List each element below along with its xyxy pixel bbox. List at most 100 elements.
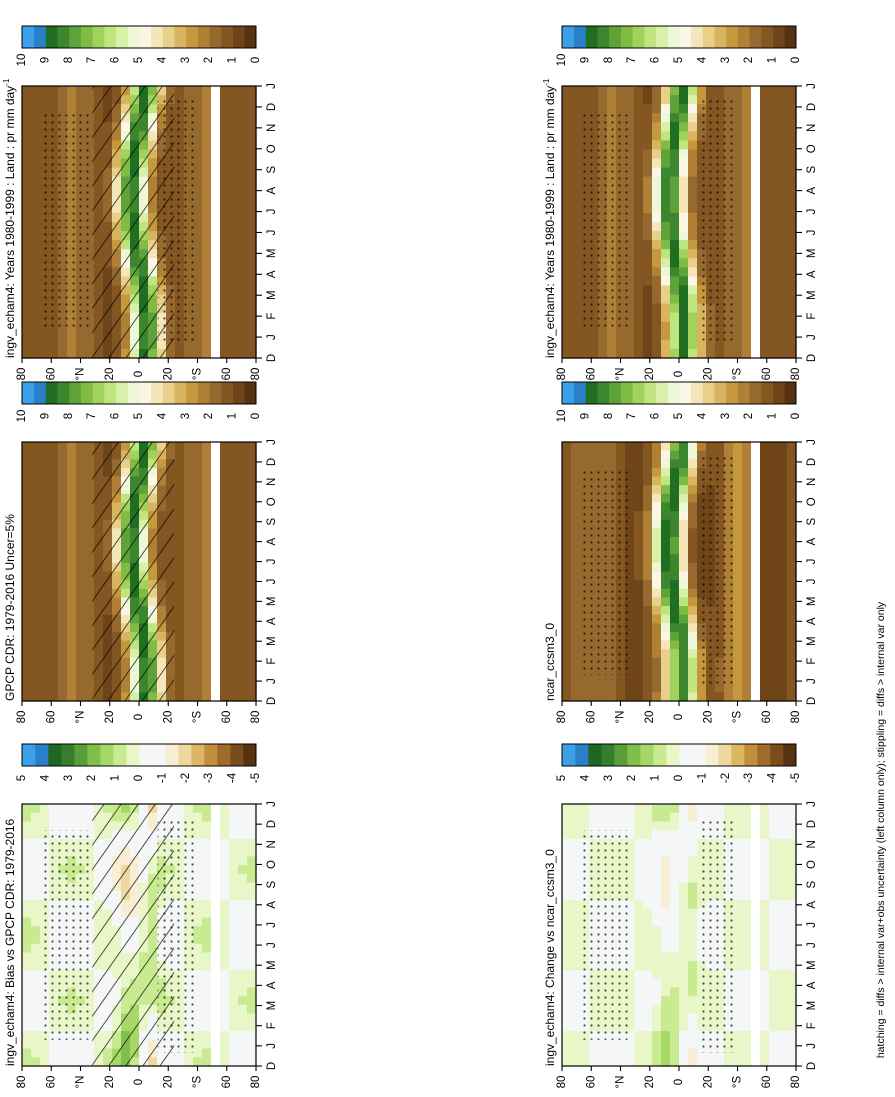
heatmap-cell (571, 882, 581, 892)
y-tick-label: 0 (673, 371, 685, 377)
heatmap-cell (202, 276, 212, 287)
heatmap-cell (670, 536, 680, 547)
heatmap-cell (571, 597, 581, 607)
heatmap-cell (661, 1031, 671, 1041)
heatmap-cell (238, 657, 248, 668)
heatmap-cell (742, 122, 752, 132)
heatmap-cell (688, 203, 698, 214)
heatmap-cell (742, 917, 752, 927)
heatmap-cell (625, 683, 635, 693)
heatmap-cell (679, 536, 689, 547)
heatmap-cell (229, 212, 239, 223)
heatmap-cell (211, 838, 221, 849)
heatmap-cell (670, 348, 680, 359)
heatmap-cell (202, 203, 212, 214)
heatmap-cell (562, 873, 572, 884)
y-tick-label: 20 (104, 368, 116, 381)
heatmap-cell (31, 140, 41, 151)
heatmap-cell (562, 212, 572, 223)
heatmap-cell (220, 249, 230, 259)
heatmap-cell (49, 1039, 59, 1050)
heatmap-cell (238, 571, 248, 581)
heatmap-cell (571, 321, 581, 332)
x-tick-label: M (266, 960, 278, 970)
heatmap-cell (688, 692, 698, 702)
heatmap-cell (220, 442, 230, 452)
colorbar-label: 4 (39, 774, 51, 781)
heatmap-cell (580, 104, 590, 114)
heatmap-cell (670, 908, 680, 919)
heatmap-cell (661, 900, 671, 910)
heatmap-cell (661, 536, 671, 547)
heatmap-cell (247, 467, 257, 478)
colorbar-label: 5 (673, 57, 685, 63)
heatmap-cell (607, 339, 617, 350)
heatmap-cell (634, 485, 644, 495)
heatmap-cell (220, 640, 230, 650)
heatmap-cell (31, 528, 41, 538)
heatmap-cell (643, 683, 653, 693)
heatmap-cell (58, 511, 68, 521)
heatmap-cell (661, 935, 671, 945)
heatmap-cell (670, 113, 680, 123)
heatmap-cell (616, 104, 626, 114)
heatmap-cell (643, 675, 653, 685)
heatmap-cell (220, 294, 230, 305)
heatmap-cell (652, 969, 662, 980)
heatmap-cell (670, 545, 680, 555)
heatmap-cell (49, 86, 59, 96)
heatmap-cell (220, 276, 230, 287)
heatmap-cell (31, 952, 41, 962)
heatmap-cell (769, 321, 779, 332)
heatmap-cell (238, 476, 248, 486)
heatmap-cell (76, 511, 86, 521)
heatmap-cell (562, 830, 572, 840)
x-tick-label: S (266, 880, 278, 888)
colorbar-label: -1 (156, 773, 168, 783)
heatmap-cell (58, 614, 68, 624)
heatmap-cell (571, 511, 581, 521)
heatmap-cell (67, 95, 77, 105)
heatmap-cell (247, 442, 257, 452)
heatmap-cell (679, 476, 689, 486)
heatmap-cell (247, 882, 257, 892)
heatmap-cell (571, 1031, 581, 1041)
heatmap-cell (652, 167, 662, 178)
heatmap-cell (211, 212, 221, 223)
heatmap-cell (220, 588, 230, 598)
y-tick-label: 60 (585, 711, 597, 724)
heatmap-cell (562, 485, 572, 495)
heatmap-cell (679, 821, 689, 831)
heatmap-cell (229, 1057, 239, 1067)
heatmap-cell (22, 1048, 32, 1058)
heatmap-cell (85, 1057, 95, 1067)
heatmap-cell (688, 158, 698, 169)
heatmap-cell (769, 476, 779, 486)
heatmap-cell (31, 348, 41, 359)
x-tick-label: M (806, 636, 818, 646)
heatmap-cell (652, 536, 662, 547)
heatmap-cell (22, 240, 32, 250)
heatmap-cell (193, 961, 203, 971)
heatmap-cell (220, 675, 230, 685)
heatmap-cell (211, 294, 221, 305)
heatmap-cell (733, 838, 743, 849)
colorbar-swatch (725, 382, 738, 404)
heatmap-cell (193, 891, 203, 901)
colorbar-label: 3 (180, 57, 192, 63)
heatmap-cell (229, 502, 239, 512)
title-superscript: -1 (542, 78, 551, 86)
heatmap-cell (175, 545, 185, 555)
colorbar-swatch (632, 382, 645, 404)
heatmap-cell (661, 95, 671, 105)
heatmap-cell (688, 597, 698, 607)
heatmap-cell (643, 330, 653, 341)
heatmap-cell (193, 267, 203, 277)
heatmap-cell (598, 95, 608, 105)
heatmap-cell (634, 856, 644, 866)
heatmap-cell (679, 276, 689, 287)
heatmap-cell (229, 276, 239, 287)
heatmap-cell (571, 267, 581, 277)
heatmap-cell (58, 588, 68, 598)
heatmap-cell (742, 158, 752, 169)
